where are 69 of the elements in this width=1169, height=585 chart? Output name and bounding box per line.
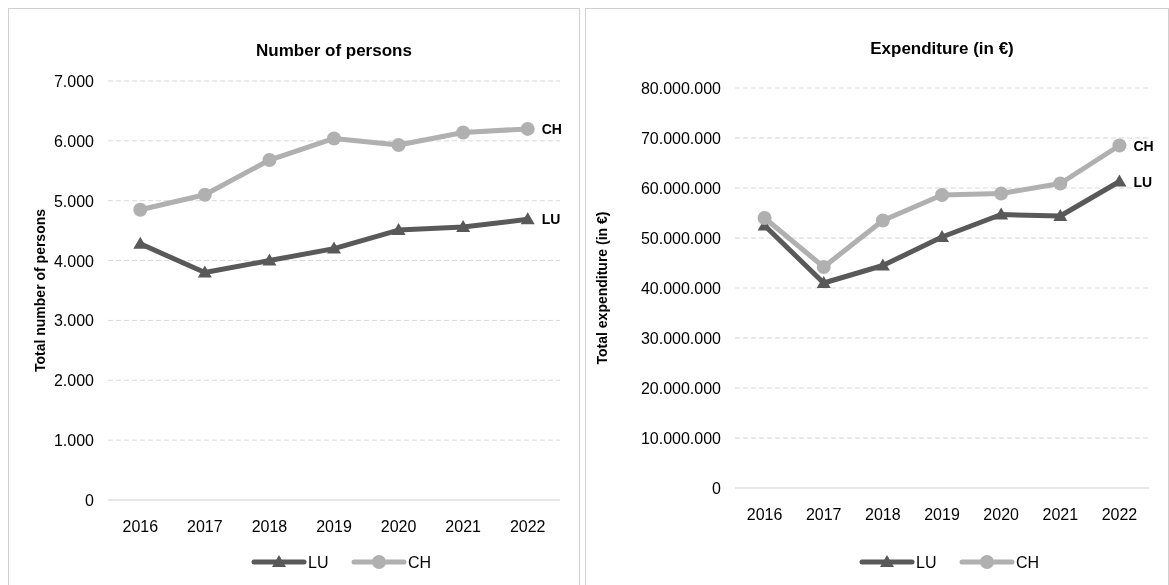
x-tick-label: 2021 (1042, 506, 1079, 523)
chart-title: Expenditure (in €) (870, 39, 1014, 58)
point (935, 188, 949, 202)
text: CH (541, 120, 562, 137)
legend-label: CH (1016, 554, 1040, 571)
x-tick-label: 2018 (251, 518, 288, 535)
y-tick-label: 60.000.000 (640, 180, 722, 197)
point (327, 131, 341, 146)
x-tick-label: 2017 (805, 506, 842, 523)
y-axis-title: Total number of persons (32, 208, 48, 373)
y-tick-label: 0 (85, 492, 95, 509)
point (1053, 209, 1068, 221)
text: LU (1133, 173, 1153, 190)
text: CH (1133, 137, 1154, 154)
text: LU (541, 211, 561, 228)
point (994, 207, 1009, 220)
y-tick-label: 6.000 (53, 132, 95, 150)
point (1112, 138, 1127, 153)
y-tick-label: 80.000.000 (640, 80, 722, 97)
legend-label: CH (408, 554, 432, 571)
point (133, 236, 148, 249)
point (1053, 176, 1068, 191)
legend-label: LU (308, 554, 329, 571)
legend-label: LU (916, 554, 937, 571)
point (994, 186, 1009, 201)
y-tick-label: 20.000.000 (640, 380, 722, 397)
point (456, 125, 471, 140)
point (875, 213, 890, 228)
y-tick-label: 1.000 (53, 432, 95, 450)
x-tick-label: 2016 (122, 518, 159, 535)
y-tick-label: 3.000 (53, 312, 95, 330)
point (520, 121, 535, 136)
point (262, 253, 277, 266)
x-tick-label: 2022 (509, 518, 546, 535)
point (391, 138, 406, 153)
y-tick-label: 7.000 (53, 73, 95, 90)
point (262, 153, 277, 168)
point (935, 230, 949, 242)
y-tick-label: 0 (712, 480, 722, 497)
y-tick-label: 10.000.000 (640, 430, 722, 447)
x-tick-label: 2018 (865, 506, 901, 523)
y-axis-title: Total expenditure (in €) (594, 211, 610, 365)
point (327, 241, 341, 254)
x-tick-label: 2022 (1101, 506, 1138, 523)
x-tick-label: 2019 (924, 506, 960, 523)
y-tick-label: 5.000 (53, 192, 95, 210)
y-tick-label: 30.000.000 (640, 330, 722, 347)
y-tick-label: 4.000 (53, 252, 95, 270)
y-tick-label: 40.000.000 (640, 280, 722, 297)
y-tick-label: 70.000.000 (640, 130, 722, 147)
point (875, 258, 890, 271)
point (197, 187, 212, 202)
point (520, 212, 535, 225)
x-tick-label: 2020 (983, 506, 1020, 523)
x-tick-label: 2016 (746, 506, 783, 523)
x-tick-label: 2019 (316, 518, 352, 535)
point (456, 220, 471, 233)
point (197, 265, 212, 278)
x-tick-label: 2021 (445, 518, 482, 535)
point (757, 211, 772, 225)
x-tick-label: 2017 (187, 518, 223, 535)
point (816, 276, 831, 288)
point (816, 260, 831, 274)
y-tick-label: 50.000.000 (640, 230, 722, 247)
chart-title: Number of persons (256, 41, 412, 60)
y-tick-label: 2.000 (53, 372, 95, 390)
point (391, 223, 406, 236)
point (133, 202, 148, 217)
x-tick-label: 2020 (380, 518, 417, 535)
